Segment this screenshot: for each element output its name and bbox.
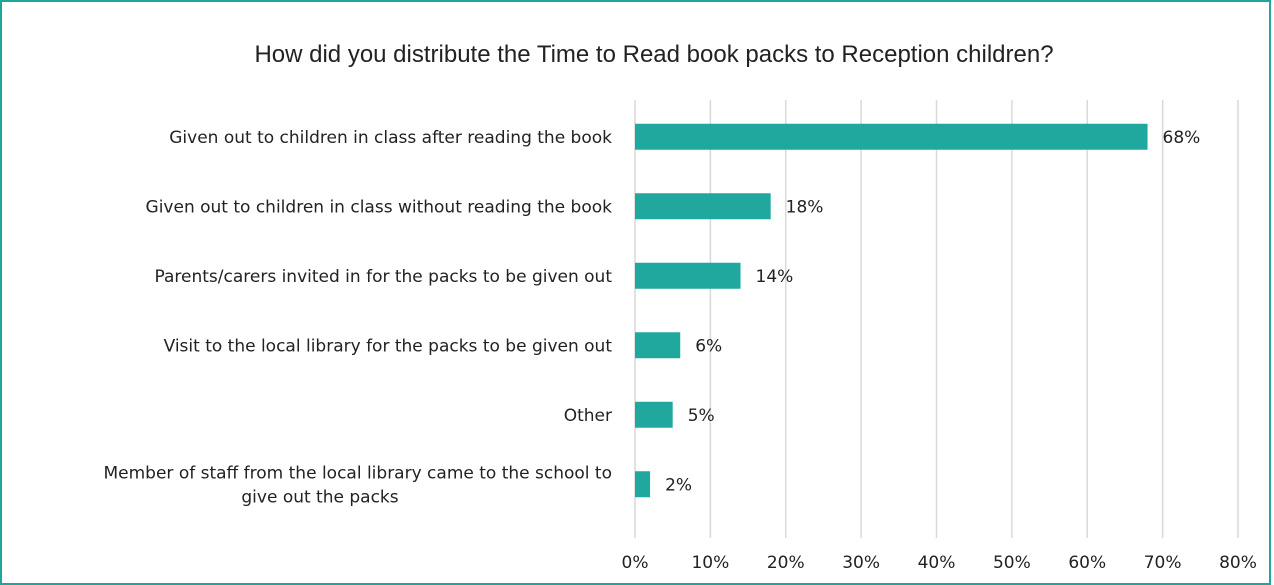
chart-title: How did you distribute the Time to Read … (254, 41, 1053, 68)
x-tick-label: 70% (1144, 553, 1182, 573)
gridlines (634, 100, 1239, 538)
category-labels: Given out to children in class after rea… (104, 128, 613, 508)
x-tick-label: 30% (842, 553, 880, 573)
x-tick-label: 20% (767, 553, 805, 573)
bar (635, 262, 741, 289)
bar (635, 123, 1148, 150)
x-tick-label: 0% (622, 553, 649, 573)
x-axis-tick-labels: 0% 10% 20% 30% 40% 50% 60% 70% 80% (622, 553, 1257, 573)
category-label: Given out to children in class after rea… (169, 128, 612, 148)
category-label: Visit to the local library for the packs… (164, 336, 613, 356)
category-label: Parents/carers invited in for the packs … (154, 267, 612, 287)
bar (635, 471, 651, 498)
category-label: Member of staff from the local library c… (104, 463, 613, 507)
category-label-line: Given out to children in class without r… (146, 197, 613, 217)
bar (635, 193, 771, 220)
data-label: 2% (665, 475, 692, 495)
bar (635, 401, 673, 428)
category-label-line: Other (564, 406, 612, 426)
x-tick-label: 50% (993, 553, 1031, 573)
data-labels: 68% 18% 14% 6% 5% 2% (665, 128, 1200, 496)
data-label: 14% (756, 267, 794, 287)
category-label: Other (564, 406, 612, 426)
x-tick-label: 80% (1219, 553, 1257, 573)
category-label-line: Given out to children in class after rea… (169, 128, 612, 148)
x-tick-label: 60% (1068, 553, 1106, 573)
category-label-line: Member of staff from the local library c… (104, 463, 613, 483)
data-label: 6% (695, 336, 722, 356)
x-tick-label: 40% (918, 553, 956, 573)
data-label: 68% (1163, 128, 1201, 148)
category-label: Given out to children in class without r… (146, 197, 613, 217)
bars (635, 123, 1148, 498)
data-label: 5% (688, 406, 715, 426)
category-label-line: give out the packs (241, 487, 398, 507)
data-label: 18% (786, 197, 824, 217)
category-label-line: Parents/carers invited in for the packs … (154, 267, 612, 287)
bar (635, 332, 681, 359)
x-tick-label: 10% (691, 553, 729, 573)
category-label-line: Visit to the local library for the packs… (164, 336, 613, 356)
